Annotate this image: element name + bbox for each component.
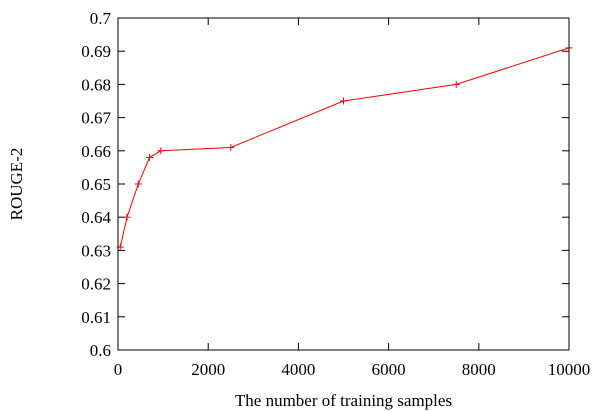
- data-point: [227, 143, 235, 151]
- plot-frame: [117, 17, 570, 351]
- y-tick-label: 0.67: [81, 109, 111, 128]
- y-tick-label: 0.63: [81, 241, 111, 260]
- y-axis-ticks: [118, 17, 569, 351]
- y-axis-tick-labels: 0.6 0.61 0.62 0.63 0.64 0.65 0.66 0.67 0.68 0.69 0…: [81, 9, 111, 360]
- x-tick-label: 2000: [191, 360, 225, 379]
- x-axis-ticks: [117, 18, 570, 350]
- y-axis-title: ROUGE-2: [7, 148, 26, 221]
- x-tick-label: 8000: [462, 360, 496, 379]
- y-tick-label: 0.65: [81, 175, 111, 194]
- y-tick-label: 0.7: [90, 9, 112, 28]
- series-0: [116, 44, 573, 251]
- data-point: [157, 147, 165, 155]
- data-point: [123, 213, 131, 221]
- y-tick-label: 0.62: [81, 275, 111, 294]
- data-point: [452, 80, 460, 88]
- y-tick-label: 0.64: [81, 208, 111, 227]
- x-tick-label: 6000: [372, 360, 406, 379]
- y-tick-label: 0.69: [81, 42, 111, 61]
- x-tick-label: 4000: [281, 360, 315, 379]
- x-axis-title: The number of training samples: [235, 391, 452, 410]
- y-tick-label: 0.66: [81, 142, 111, 161]
- data-point: [134, 180, 142, 188]
- x-tick-label: 10000: [548, 360, 591, 379]
- data-point: [340, 97, 347, 105]
- x-axis-tick-labels: 0 2000 4000 6000 8000 10000: [114, 360, 591, 379]
- series-line: [119, 47, 570, 248]
- data-point: [146, 153, 154, 161]
- y-tick-label: 0.68: [81, 75, 111, 94]
- series-layer: [116, 44, 573, 251]
- x-tick-label: 0: [114, 360, 123, 379]
- y-tick-label: 0.6: [90, 341, 111, 360]
- y-tick-label: 0.61: [81, 308, 111, 327]
